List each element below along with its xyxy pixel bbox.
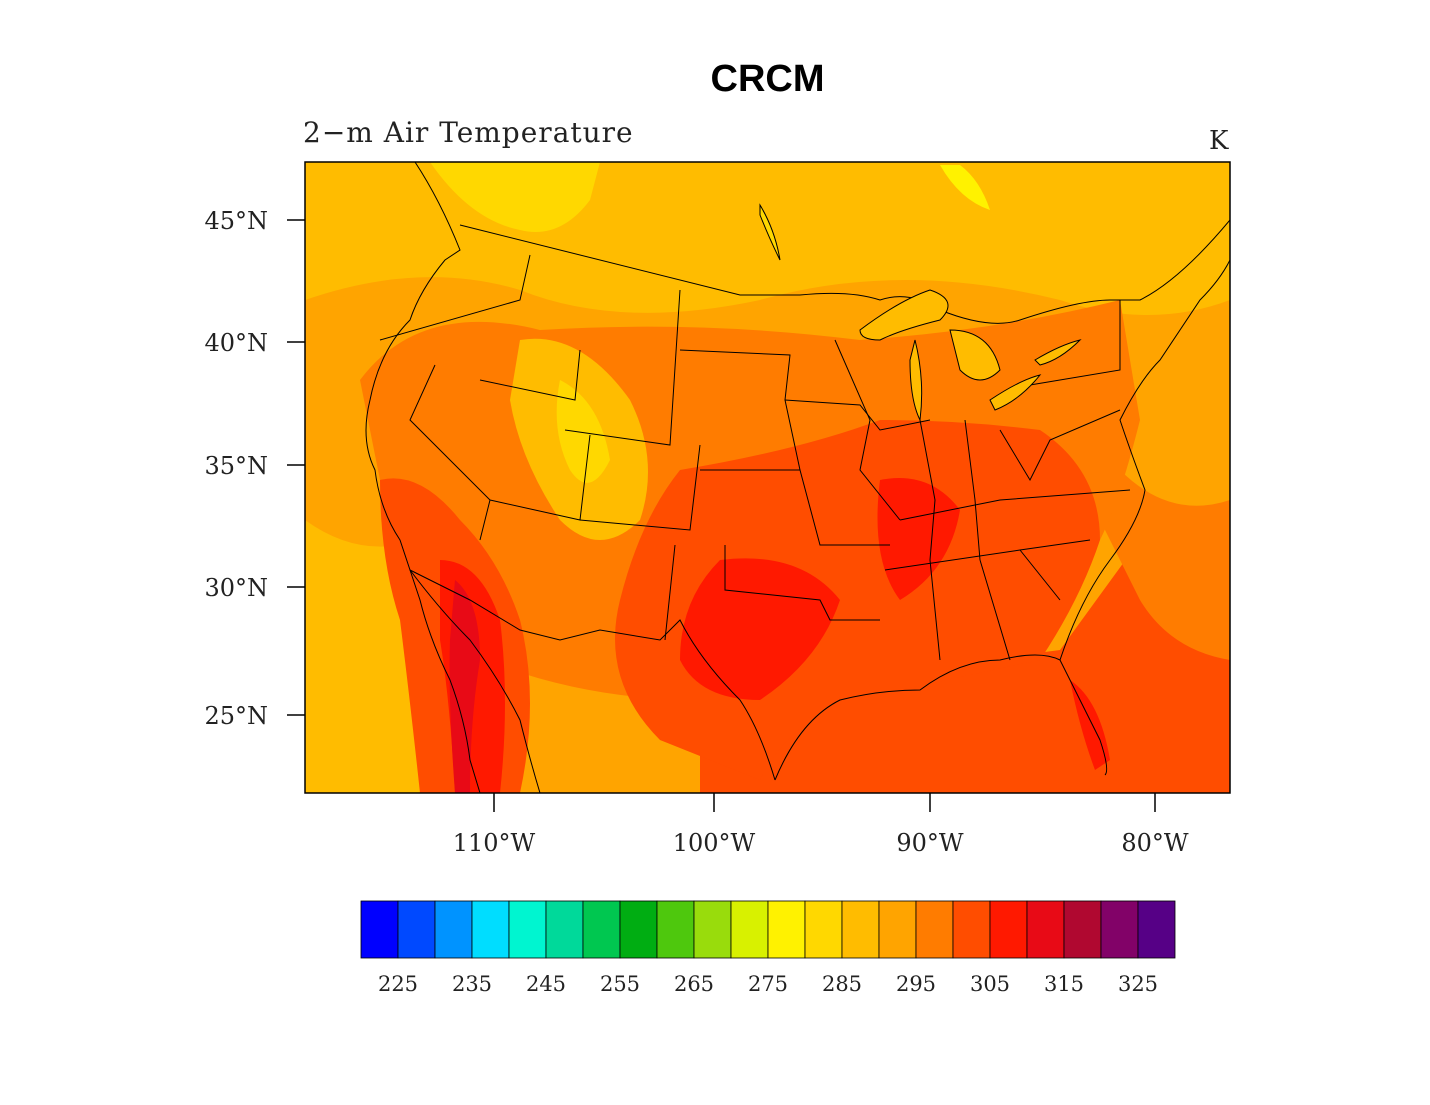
map-frame	[304, 161, 1231, 794]
lake-superior	[859, 289, 949, 341]
lat-label: 45°N	[204, 207, 268, 235]
lon-label: 100°W	[673, 829, 756, 857]
units-label: K	[1209, 126, 1229, 156]
colorbar-label: 275	[748, 972, 788, 996]
state-line	[1029, 300, 1121, 386]
lat-label: 40°N	[204, 329, 268, 357]
colorbar-label: 295	[896, 972, 936, 996]
colorbar-label: 285	[822, 972, 862, 996]
colorbar-swatch	[989, 900, 1028, 959]
state-line	[664, 544, 676, 641]
lake-winnipeg	[759, 203, 781, 261]
state-line	[409, 364, 491, 541]
state-line	[724, 545, 880, 621]
lon-label: 110°W	[453, 829, 536, 857]
state-line	[564, 289, 681, 446]
colorbar-label: 245	[526, 972, 566, 996]
lon-label: 90°W	[896, 829, 964, 857]
gulf-coastline	[774, 654, 1108, 781]
atlantic-coastline	[1059, 259, 1230, 661]
state-line	[479, 349, 581, 401]
map-outlines	[365, 162, 1230, 793]
colorbar-swatch	[1100, 900, 1139, 959]
state-line	[964, 419, 981, 561]
canada-border	[459, 219, 1230, 324]
colorbar-swatch	[767, 900, 806, 959]
colorbar-swatch	[1026, 900, 1065, 959]
state-line	[999, 409, 1121, 482]
colorbar-label: 315	[1044, 972, 1084, 996]
state-line	[1019, 549, 1061, 601]
colorbar-labels: 225 235 245 255 265 275 285 295 305 315 325	[378, 972, 1158, 996]
colorbar-label: 325	[1118, 972, 1158, 996]
lat-ticks	[287, 219, 305, 716]
colorbar-swatch	[952, 900, 991, 959]
colorbar-swatch	[471, 900, 510, 959]
colorbar	[360, 900, 1176, 959]
state-line	[700, 469, 890, 546]
colorbar-swatch	[915, 900, 954, 959]
mississippi-hot	[877, 478, 960, 600]
colorbar-swatch	[1063, 900, 1102, 959]
colorbar-label: 225	[378, 972, 418, 996]
state-line	[679, 349, 801, 471]
lat-label: 35°N	[204, 452, 268, 480]
colorbar-swatch	[619, 900, 658, 959]
state-line	[379, 254, 531, 341]
colorbar-swatch	[360, 900, 399, 959]
lon-label: 80°W	[1121, 829, 1189, 857]
superior-yellow	[940, 165, 990, 210]
colorbar-swatch	[434, 900, 473, 959]
florida-hot	[1070, 680, 1110, 770]
colorbar-swatch	[693, 900, 732, 959]
lake-ontario	[1034, 339, 1082, 366]
lat-label: 25°N	[204, 702, 268, 730]
mexico-border	[409, 569, 776, 781]
colorbar-swatch	[730, 900, 769, 959]
state-line	[834, 339, 901, 521]
lake-michigan	[909, 339, 923, 422]
lake-erie	[989, 374, 1042, 411]
state-line	[979, 559, 1011, 661]
colorbar-swatch	[841, 900, 880, 959]
colorbar-swatch	[804, 900, 843, 959]
pacific-coastline	[365, 162, 481, 793]
state-line	[899, 489, 1131, 521]
lon-labels: 110°W 100°W 90°W 80°W	[453, 829, 1189, 857]
lake-huron	[949, 329, 1001, 381]
lat-label: 30°N	[204, 574, 268, 602]
state-line	[579, 444, 701, 531]
colorbar-swatch	[878, 900, 917, 959]
baja-gulf-coast	[409, 569, 541, 793]
colorbar-label: 305	[970, 972, 1010, 996]
colorbar-swatch	[582, 900, 621, 959]
northwest-yellow	[430, 162, 600, 232]
colorbar-label: 255	[600, 972, 640, 996]
lon-ticks	[493, 793, 1156, 812]
temperature-field	[305, 162, 1230, 793]
texas-hot	[680, 558, 840, 700]
colorbar-swatch	[1137, 900, 1176, 959]
map-title: CRCM	[710, 58, 825, 100]
colorbar-swatch	[545, 900, 584, 959]
colorbar-swatch	[397, 900, 436, 959]
variable-subtitle: 2−m Air Temperature	[303, 116, 634, 149]
lat-labels: 45°N 40°N 35°N 30°N 25°N	[204, 207, 268, 730]
colorbar-swatch	[656, 900, 695, 959]
colorbar-label: 265	[674, 972, 714, 996]
colorbar-label: 235	[452, 972, 492, 996]
atlantic-warm	[1100, 470, 1230, 660]
desert-hottest	[449, 580, 480, 793]
state-line	[784, 399, 931, 431]
colorbar-swatch	[508, 900, 547, 959]
state-line	[919, 419, 941, 661]
rockies-cooler	[556, 380, 610, 483]
